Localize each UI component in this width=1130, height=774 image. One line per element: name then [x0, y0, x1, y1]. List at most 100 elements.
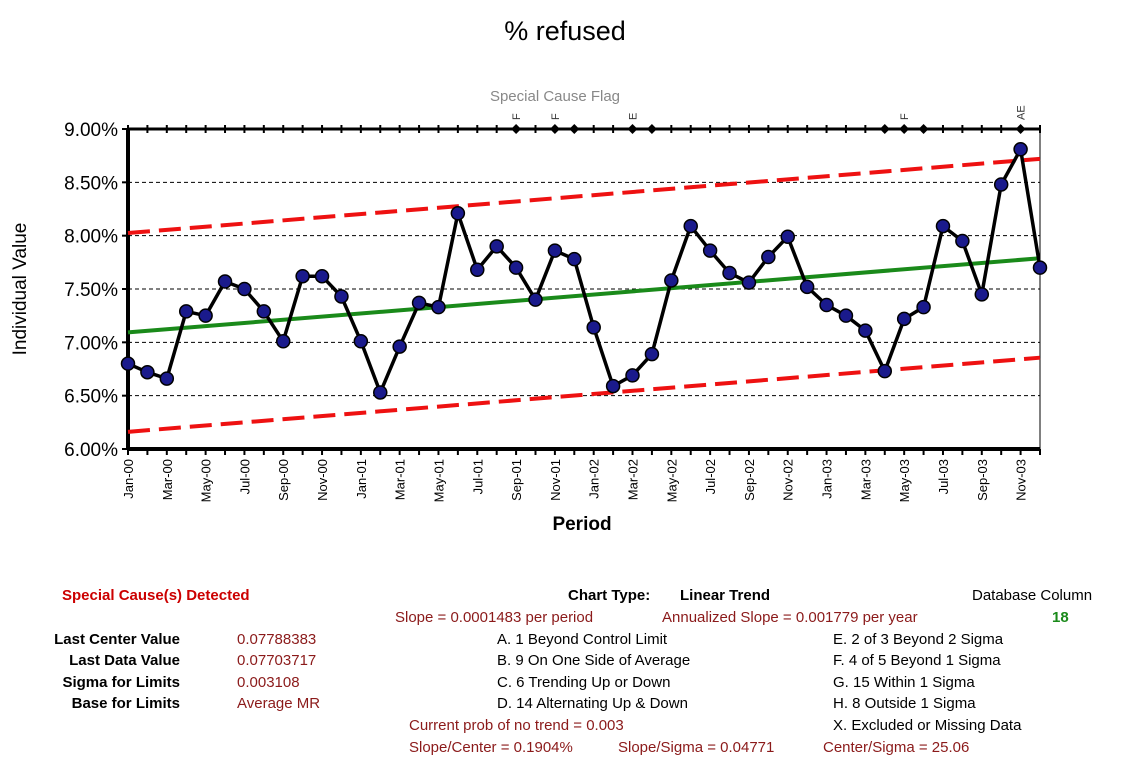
data-point: [489, 239, 504, 254]
data-point: [702, 243, 718, 258]
data-point: [819, 297, 834, 313]
annualized-slope-text: Annualized Slope = 0.001779 per year: [662, 609, 918, 626]
data-point: [605, 378, 621, 394]
stat-value-last-data: 0.07703717: [237, 652, 317, 669]
special-cause-detected-label: Special Cause(s) Detected: [62, 587, 250, 604]
data-point: [159, 371, 175, 386]
stat-label-last-center: Last Center Value: [54, 631, 180, 648]
data-point: [295, 268, 310, 284]
upper_limit-line: [127, 156, 1041, 235]
y-tick-label: 8.00%: [64, 227, 118, 248]
data-point: [799, 279, 815, 295]
y-axis-label: Individual Value: [10, 223, 31, 356]
rule-d: D. 14 Alternating Up & Down: [497, 695, 688, 712]
data-point: [644, 346, 660, 362]
x-tick-label: Jan-02: [587, 459, 602, 499]
flag-marker: [549, 124, 560, 134]
data-point: [935, 218, 951, 234]
plot-area: 6.00% 6.50% 7.00% 7.50% 8.00% 8.50% 9.00% Jan-0…: [64, 105, 1048, 502]
data-point: [353, 334, 369, 349]
data-point: [567, 251, 582, 267]
flag-marker: [627, 124, 638, 134]
data-point: [470, 262, 485, 278]
flag-marker: [511, 124, 522, 134]
data-point: [838, 308, 854, 323]
special-cause-flag-label: Special Cause Flag: [490, 88, 620, 105]
flag-label: E: [628, 113, 640, 120]
x-tick-label: May-03: [897, 459, 912, 502]
x-tick-label: Jul-01: [470, 459, 485, 494]
x-tick-label: May-02: [664, 459, 679, 502]
data-point: [411, 295, 427, 311]
data-point: [974, 287, 990, 302]
x-tick-label: Nov-02: [781, 459, 796, 501]
stat-label-sigma: Sigma for Limits: [62, 674, 180, 691]
y-tick-label: 6.00%: [64, 440, 118, 461]
data-point: [373, 385, 388, 400]
rule-x: X. Excluded or Missing Data: [833, 717, 1022, 734]
data-point: [1032, 260, 1048, 275]
flag-marker: [879, 124, 890, 134]
x-tick-label: May-01: [431, 459, 446, 502]
x-tick-label: Sep-03: [975, 459, 990, 501]
x-tick-label: Nov-00: [315, 459, 330, 501]
x-tick-label: Sep-00: [276, 459, 291, 501]
data-point: [955, 233, 970, 249]
data-point: [140, 364, 155, 380]
flag-label: F: [511, 113, 523, 120]
rule-e: E. 2 of 3 Beyond 2 Sigma: [833, 631, 1004, 648]
data-point: [450, 206, 466, 221]
x-tick-label: Mar-03: [858, 459, 873, 500]
flag-marker: [1015, 124, 1026, 134]
x-tick-label: Jul-00: [237, 459, 252, 494]
data-point: [683, 218, 698, 234]
x-tick-label: Sep-01: [509, 459, 524, 501]
data-point: [664, 273, 679, 288]
flag-marker: [918, 124, 929, 134]
data-point: [1013, 142, 1028, 157]
data-point: [120, 356, 136, 371]
data-point: [722, 265, 737, 281]
slope-text: Slope = 0.0001483 per period: [395, 609, 594, 626]
prob-no-trend: Current prob of no trend = 0.003: [409, 717, 624, 734]
x-tick-label: Mar-02: [626, 459, 641, 500]
chart-type-label: Chart Type:: [568, 587, 651, 604]
x-tick-label: Jul-03: [936, 459, 951, 494]
rule-h: H. 8 Outside 1 Sigma: [833, 695, 976, 712]
data-point: [198, 308, 213, 323]
rule-a: A. 1 Beyond Control Limit: [497, 631, 668, 648]
x-tick-label: Jan-03: [820, 459, 835, 499]
x-tick-label: Nov-01: [548, 459, 563, 501]
data-point: [586, 320, 601, 335]
y-tick-label: 9.00%: [64, 120, 118, 141]
center-sigma: Center/Sigma = 25.06: [823, 739, 970, 756]
data-point: [780, 229, 795, 244]
data-point: [741, 275, 757, 290]
x-tick-label: May-00: [199, 459, 214, 502]
chart-type-value: Linear Trend: [680, 587, 771, 604]
flag-label: F: [550, 113, 562, 120]
data-point: [625, 368, 640, 383]
x-tick-label: Mar-00: [160, 459, 175, 500]
x-tick-label: Sep-02: [742, 459, 757, 501]
data-point: [858, 323, 873, 338]
rule-c: C. 6 Trending Up or Down: [497, 674, 671, 691]
data-point: [877, 363, 893, 379]
data-point: [993, 177, 1009, 192]
data-point: [314, 268, 330, 284]
data-point: [217, 274, 233, 289]
x-tick-label: Jan-00: [121, 459, 136, 499]
data-point: [334, 289, 349, 304]
flag-marker: [569, 124, 580, 134]
data-point: [528, 292, 543, 307]
flag-marker: [646, 124, 657, 134]
stat-value-sigma: 0.003108: [237, 674, 300, 691]
data-point: [547, 243, 563, 258]
data-point: [256, 304, 272, 319]
rule-f: F. 4 of 5 Beyond 1 Sigma: [833, 652, 1001, 669]
data-point: [896, 311, 912, 327]
data-point: [275, 334, 291, 349]
flag-label: F: [899, 113, 911, 120]
y-tick-label: 7.50%: [64, 280, 118, 301]
x-axis-label: Period: [552, 514, 611, 535]
